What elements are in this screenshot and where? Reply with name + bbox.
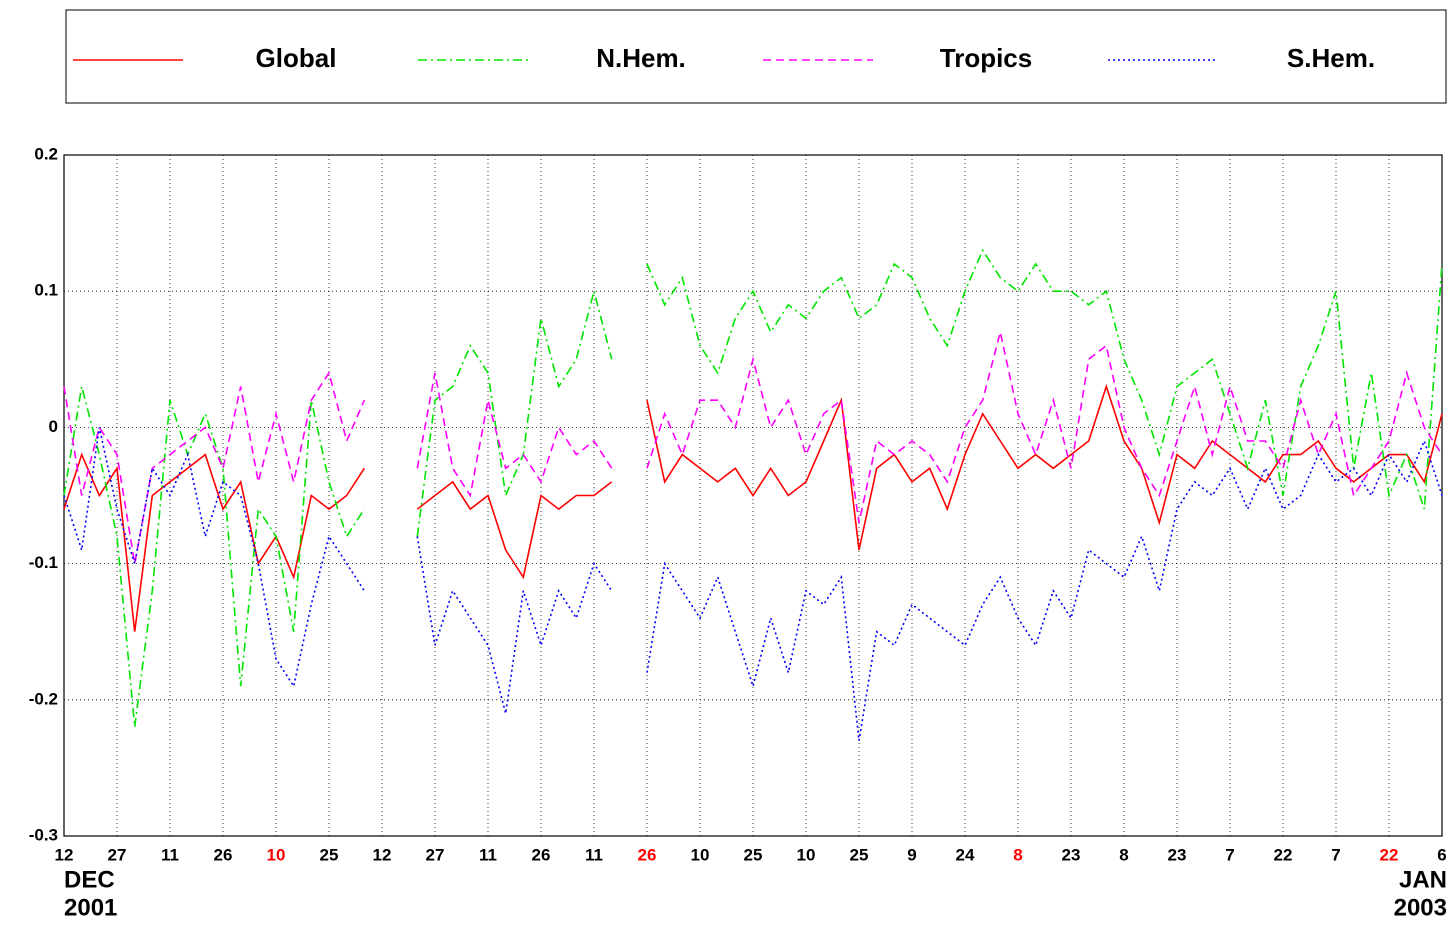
x-tick-label: 6	[1437, 845, 1446, 864]
x-tick-label: 12	[55, 845, 74, 864]
y-tick-label: -0.2	[29, 689, 58, 708]
x-period-month: DEC	[64, 866, 115, 893]
x-tick-label: 25	[850, 845, 869, 864]
legend-label: S.Hem.	[1287, 43, 1375, 73]
x-tick-label: 27	[426, 845, 445, 864]
legend-box	[65, 9, 1447, 104]
x-tick-label: 25	[320, 845, 339, 864]
x-tick-label: 10	[797, 845, 816, 864]
x-tick-label: 24	[956, 845, 975, 864]
x-tick-label: 26	[638, 845, 657, 864]
x-tick-label: 23	[1062, 845, 1081, 864]
x-tick-label: 9	[907, 845, 916, 864]
series-line	[63, 383, 1443, 632]
series-line	[63, 427, 1443, 741]
legend-label: N.Hem.	[596, 43, 686, 73]
x-tick-label: 11	[585, 845, 603, 864]
x-tick-label: 26	[532, 845, 551, 864]
y-tick-label: -0.1	[29, 553, 58, 572]
x-period-year: 2001	[64, 894, 117, 921]
x-tick-label: 7	[1331, 845, 1340, 864]
x-tick-label: 27	[108, 845, 127, 864]
x-tick-label: 7	[1225, 845, 1234, 864]
y-tick-label: 0.2	[34, 144, 58, 163]
x-tick-label: 23	[1168, 845, 1187, 864]
x-tick-label: 10	[691, 845, 710, 864]
x-tick-label: 10	[267, 845, 286, 864]
legend-label: Global	[256, 43, 337, 73]
x-tick-label: 8	[1119, 845, 1128, 864]
x-period-year: 2003	[1394, 894, 1447, 921]
x-tick-label: 12	[373, 845, 392, 864]
x-tick-label: 11	[479, 845, 497, 864]
legend-label: Tropics	[940, 43, 1032, 73]
y-tick-label: -0.3	[29, 825, 58, 844]
y-tick-label: 0	[49, 417, 58, 436]
x-tick-label: 25	[744, 845, 763, 864]
x-tick-label: 22	[1274, 845, 1293, 864]
y-tick-label: 0.1	[34, 281, 58, 300]
x-tick-label: 26	[214, 845, 233, 864]
x-tick-label: 11	[161, 845, 179, 864]
series-line	[63, 331, 1443, 564]
x-tick-label: 22	[1380, 845, 1399, 864]
x-tick-label: 8	[1013, 845, 1022, 864]
x-period-month: JAN	[1399, 866, 1447, 893]
series-line	[63, 248, 1443, 728]
